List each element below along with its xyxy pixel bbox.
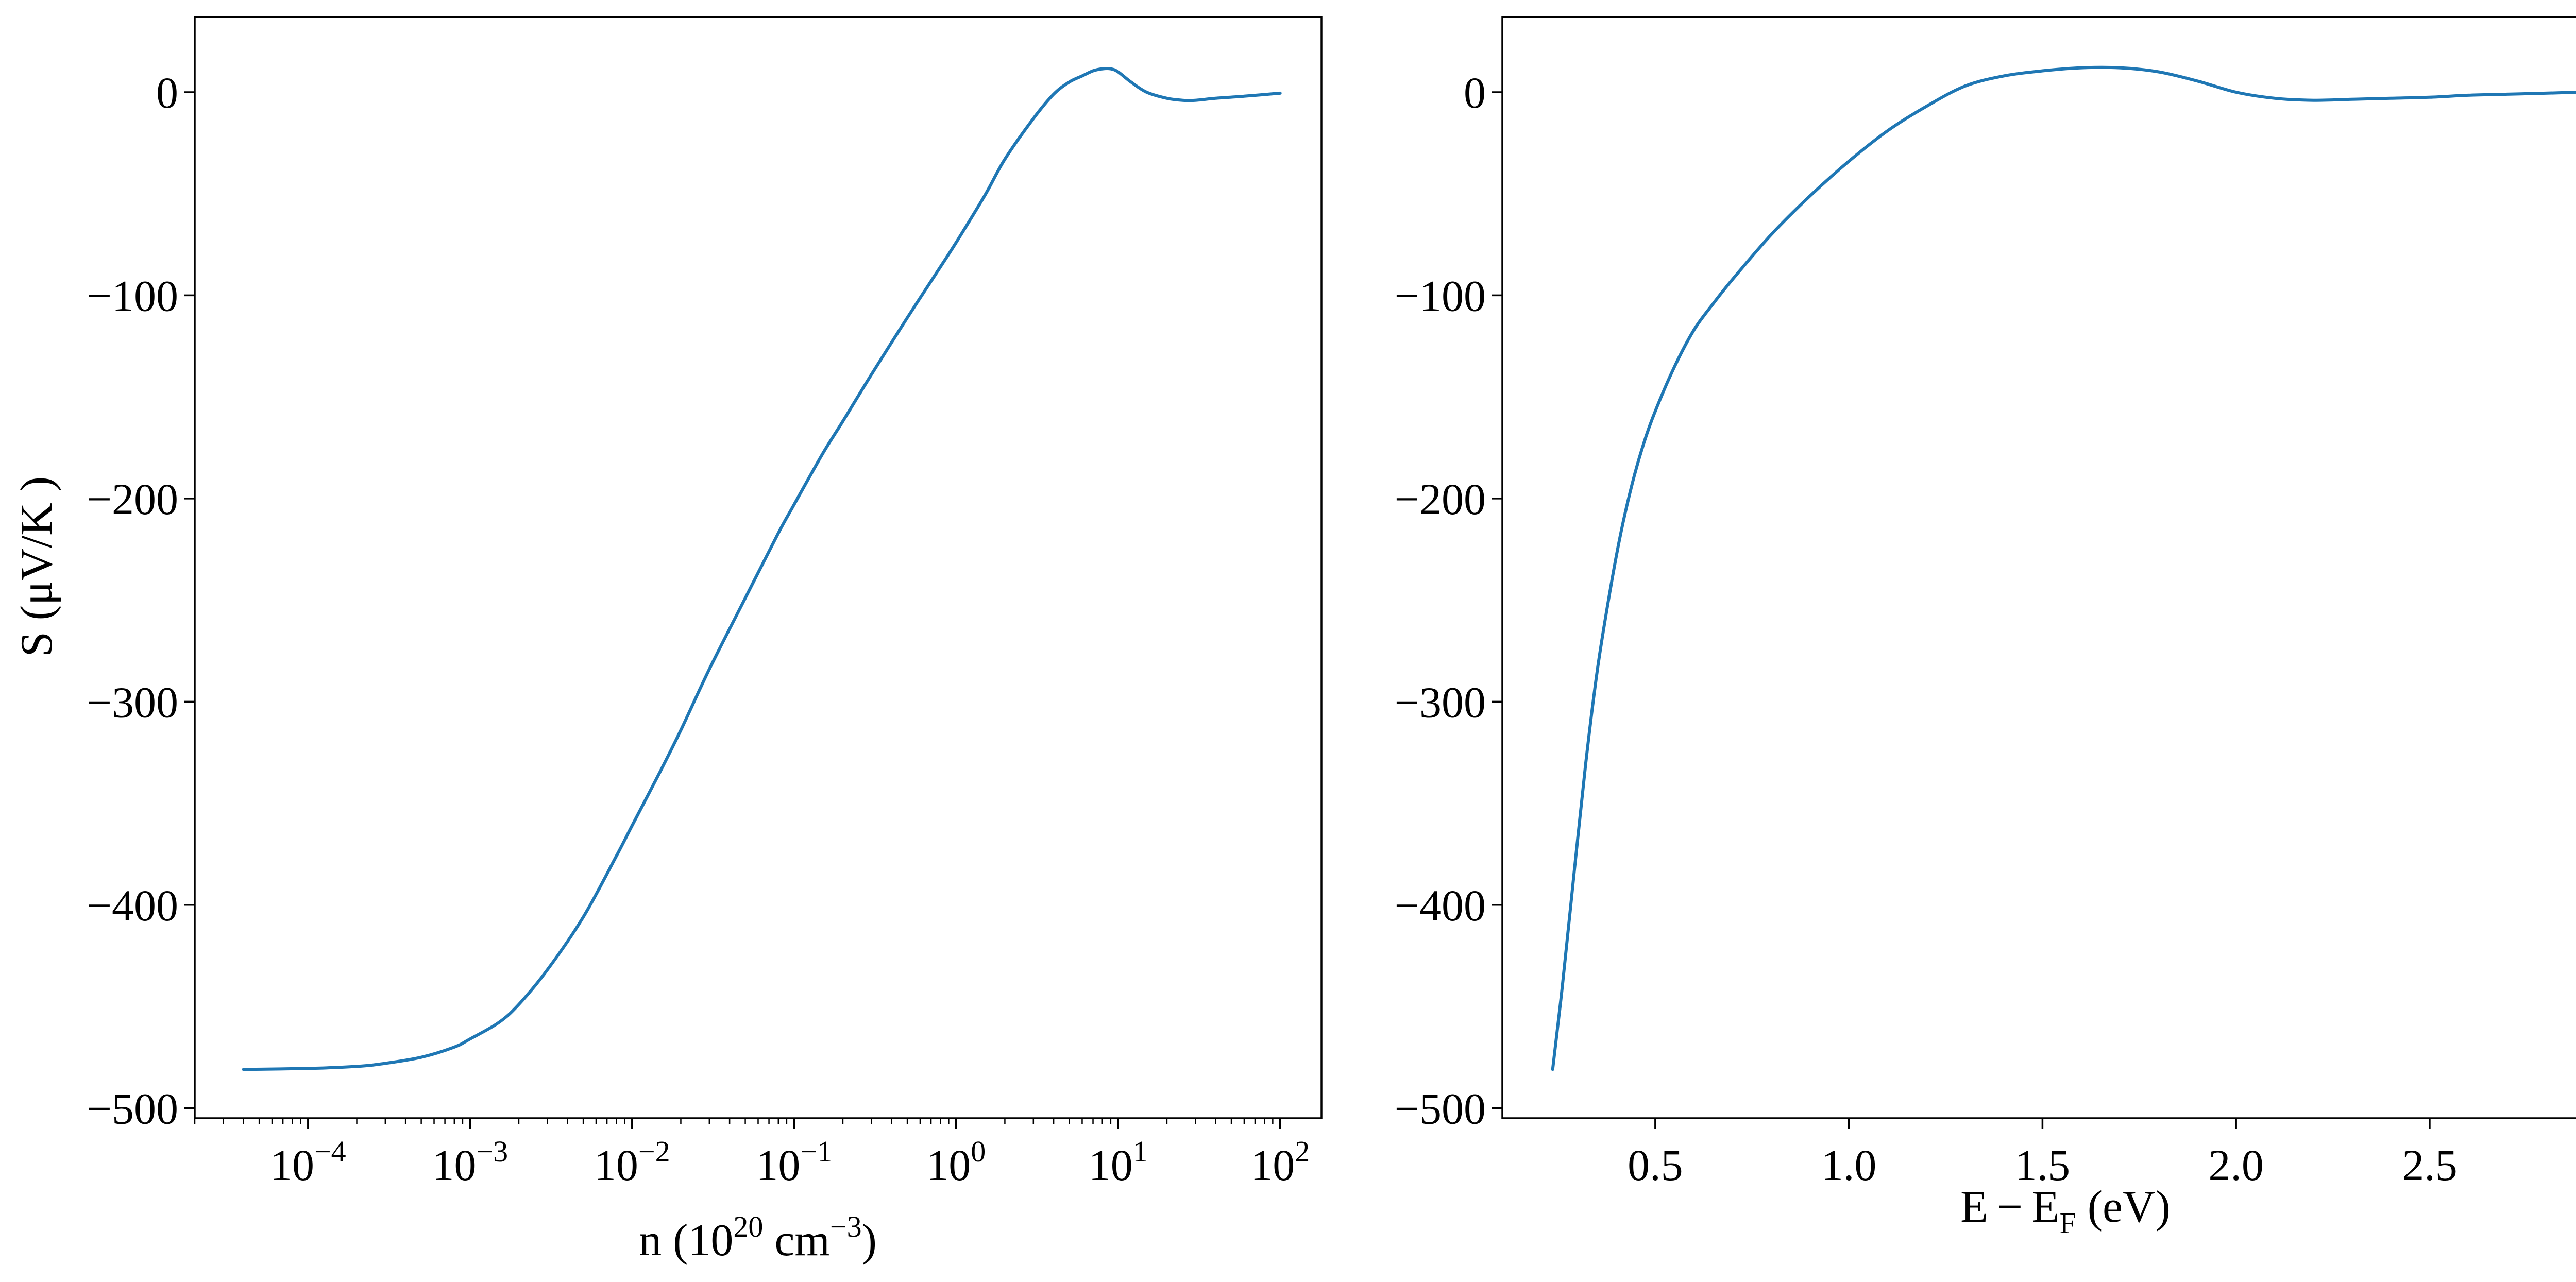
y-tick-label: −500 (87, 1084, 178, 1133)
x-tick-label: 102 (1250, 1135, 1310, 1190)
y-tick-label: −400 (1394, 881, 1486, 930)
x-axis-label-left: n (1020 cm−3) (639, 1210, 877, 1266)
y-tick-label: 0 (1464, 68, 1486, 117)
y-tick-label: −100 (1394, 271, 1486, 320)
y-tick-label: −200 (87, 474, 178, 524)
x-tick-label: 100 (926, 1135, 986, 1190)
panel-energy: 0−100−200−300−400−5000.51.01.52.02.53.0 … (1394, 16, 2576, 1240)
x-tick-label: 10−3 (432, 1135, 508, 1190)
y-tick-label: −200 (1394, 474, 1486, 524)
y-tick-label: 0 (156, 68, 178, 117)
plot-frame-left (194, 16, 1323, 1119)
x-tick-label: 2.5 (2402, 1140, 2458, 1190)
plot-frame-right (1501, 16, 2576, 1119)
x-tick-label: 10−4 (270, 1135, 346, 1190)
x-tick-label: 1.0 (1821, 1140, 1877, 1190)
y-axis-label-left: S (μV/K ) (12, 476, 62, 657)
x-tick-label: 2.0 (2208, 1140, 2264, 1190)
x-tick-label: 101 (1089, 1135, 1148, 1190)
y-tick-label: −100 (87, 271, 178, 320)
x-tick-label: 10−1 (756, 1135, 832, 1190)
seebeck-vs-n-line (242, 66, 1282, 1071)
seebeck-vs-energy-line (1551, 65, 2576, 1071)
y-tick-label: −400 (87, 881, 178, 930)
x-tick-label: 10−2 (594, 1135, 670, 1190)
y-tick-label: −300 (1394, 677, 1486, 727)
panel-carrier-concentration: 0 −100 −200 −300 −400 −500 10−4 10−3 10−2 10−1 100… (12, 16, 1323, 1266)
x-axis-label-right: E − EF (eV) (1960, 1182, 2171, 1240)
x-tick-label: 1.5 (2015, 1140, 2071, 1190)
x-tick-label: 0.5 (1628, 1140, 1683, 1190)
axes-ticks-left: 0 −100 −200 −300 −400 −500 10−4 10−3 10−2 10−1 100… (87, 68, 1310, 1190)
y-tick-label: −500 (1394, 1084, 1486, 1133)
y-tick-label: −300 (87, 677, 178, 727)
